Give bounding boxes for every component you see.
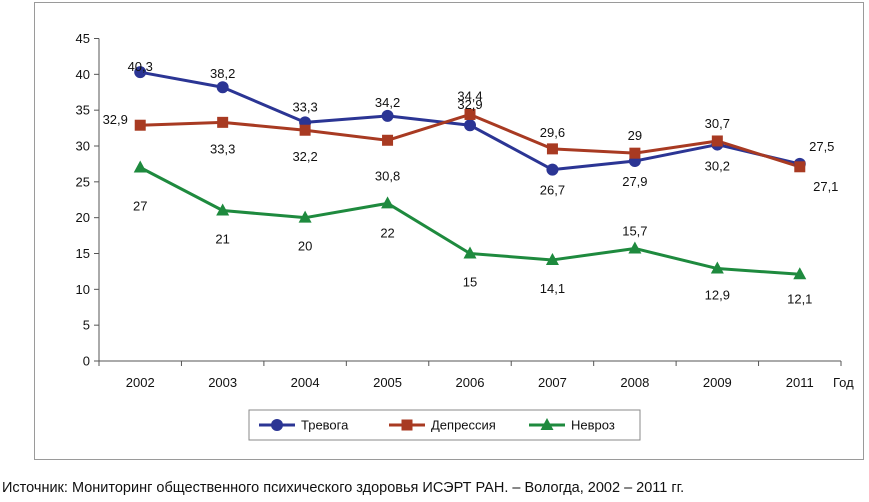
data-point-2-5 (545, 252, 559, 265)
legend-swatch-marker-1 (401, 419, 413, 431)
data-label-2-1: 21 (215, 232, 229, 247)
data-label-1-7: 30,7 (705, 116, 730, 131)
data-label-1-1: 33,3 (210, 141, 235, 156)
x-tick-label: 2005 (373, 375, 402, 390)
data-label-0-1: 38,2 (210, 66, 235, 81)
data-label-0-3: 34,2 (375, 95, 400, 110)
x-tick-label: 2004 (291, 375, 320, 390)
legend-swatch-marker-2 (540, 418, 554, 430)
data-label-2-2: 20 (298, 239, 312, 254)
data-label-0-5: 26,7 (540, 183, 565, 198)
data-point-2-0 (133, 160, 147, 173)
data-label-2-3: 22 (380, 225, 394, 240)
y-tick-label: 35 (76, 103, 90, 118)
data-point-1-1 (217, 116, 229, 128)
data-label-1-8: 27,1 (813, 179, 838, 194)
data-label-0-8: 27,5 (809, 139, 834, 154)
y-tick-label: 5 (83, 318, 90, 333)
data-point-0-1 (216, 81, 229, 94)
data-label-0-6: 27,9 (622, 174, 647, 189)
data-point-1-3 (382, 134, 394, 146)
data-label-2-5: 14,1 (540, 281, 565, 296)
data-point-2-7 (710, 261, 724, 274)
y-tick-label: 10 (76, 282, 90, 297)
x-tick-label: 2006 (456, 375, 485, 390)
data-label-2-8: 12,1 (787, 291, 812, 306)
data-point-0-0 (134, 66, 147, 79)
data-label-1-2: 32,2 (292, 149, 317, 164)
y-tick-label: 0 (83, 354, 90, 369)
data-point-2-8 (793, 267, 807, 280)
line-chart: 0 5 10 15 20 25 30 35 40 45 2002 2003 2004 2005 2006 20… (76, 31, 854, 441)
chart-frame: 0 5 10 15 20 25 30 35 40 45 2002 2003 2004 2005 2006 20… (34, 2, 864, 460)
legend-box (248, 409, 641, 441)
data-label-1-5: 29,6 (540, 125, 565, 140)
data-label-1-0: 32,9 (103, 112, 128, 127)
data-label-0-4: 32,9 (457, 97, 482, 112)
data-point-1-7 (711, 135, 723, 147)
data-point-0-5 (546, 163, 559, 176)
data-label-0-2: 33,3 (292, 99, 317, 114)
data-label-2-6: 15,7 (622, 223, 647, 238)
x-tick-label: 2008 (620, 375, 649, 390)
data-point-1-4 (464, 108, 476, 120)
data-label-1-3: 30,8 (375, 168, 400, 183)
data-point-0-3 (381, 109, 394, 122)
data-point-2-1 (216, 203, 230, 216)
x-tick-label: 2003 (208, 375, 237, 390)
source-note: Источник: Мониторинг общественного психи… (2, 480, 685, 496)
y-tick-label: 20 (76, 210, 90, 225)
legend-label-0: Тревога (301, 418, 349, 433)
legend-label-2: Невроз (571, 418, 615, 433)
data-point-2-4 (463, 246, 477, 259)
data-point-1-5 (546, 143, 558, 155)
y-tick-label: 45 (76, 31, 90, 46)
legend-swatch-marker-0 (271, 419, 283, 431)
y-tick-label: 40 (76, 67, 90, 82)
data-label-0-7: 30,2 (705, 159, 730, 174)
data-label-1-6: 29 (628, 128, 642, 143)
x-tick-label: 2009 (703, 375, 732, 390)
data-label-2-7: 12,9 (705, 288, 730, 303)
data-point-1-6 (629, 147, 641, 159)
data-point-1-2 (299, 124, 311, 136)
data-point-1-0 (134, 119, 146, 131)
x-tick-label: 2007 (538, 375, 567, 390)
y-tick-label: 15 (76, 246, 90, 261)
data-label-0-0: 40,3 (128, 59, 153, 74)
x-tick-label: 2002 (126, 375, 155, 390)
legend-label-1: Депрессия (431, 418, 496, 433)
data-point-0-4 (464, 119, 476, 132)
data-label-2-0: 27 (133, 199, 147, 214)
data-point-2-2 (298, 210, 312, 223)
data-point-2-3 (381, 196, 395, 209)
x-tick-label: 2011 (786, 375, 814, 390)
data-point-2-6 (628, 241, 642, 254)
y-tick-label: 30 (76, 139, 90, 154)
y-tick-label: 25 (76, 174, 90, 189)
data-point-1-8 (794, 161, 806, 173)
data-label-1-4: 34,4 (457, 88, 482, 103)
data-label-2-4: 15 (463, 275, 477, 290)
x-axis-label: Год (833, 375, 854, 390)
